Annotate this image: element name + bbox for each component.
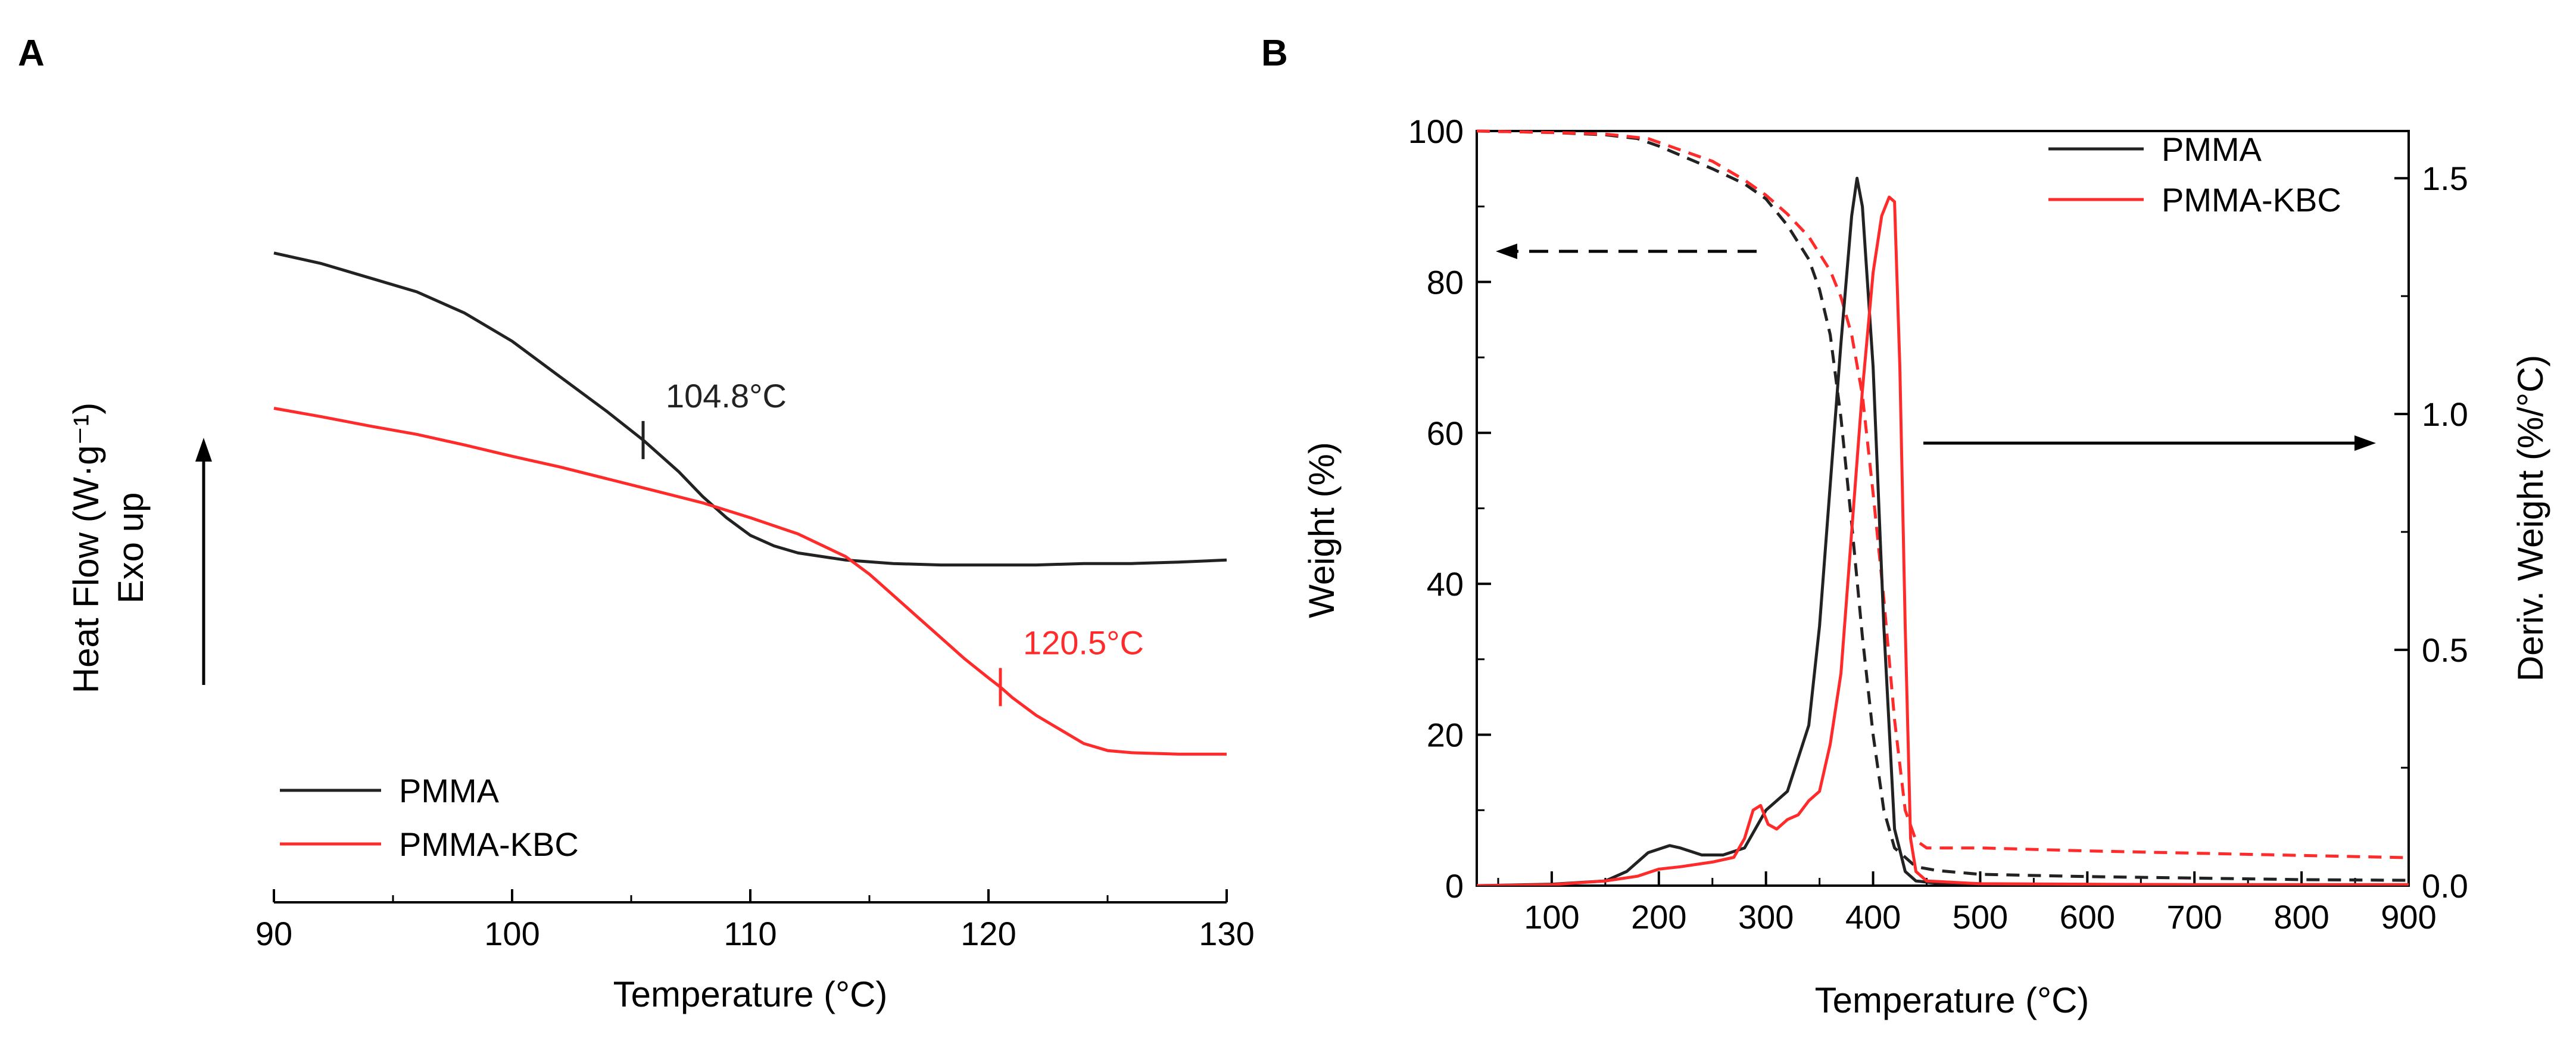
tga-y2-tick-label: 1.5 <box>2422 160 2468 197</box>
tga-series-pmma-weight <box>1477 129 2409 882</box>
tga-x-tick-label: 600 <box>2060 898 2115 936</box>
legend-label-pmma-tga: PMMA <box>2162 130 2262 168</box>
tga-series-pmma-kbc-weight <box>1477 129 2409 859</box>
tga-x-tick-label: 900 <box>2381 898 2436 936</box>
tga-plot-frame <box>1476 130 2410 887</box>
dsc-y-axis-subtitle: Exo up <box>111 493 151 604</box>
tga-ticks: 100 200 300 400 500 600 700 800 900 0 20 40 60 80 100 0… <box>1408 113 2468 936</box>
tga-series-pmma-deriv <box>1477 176 2409 886</box>
tg-label-0: 104.8°C <box>666 377 787 415</box>
tga-x-tick-label: 700 <box>2167 898 2222 936</box>
dsc-legend: PMMA PMMA-KBC <box>280 772 579 863</box>
tga-y-tick-label: 20 <box>1427 716 1464 754</box>
dsc-chart: 90 100 110 120 130 104.8°C 120.5°C Temperatur… <box>66 251 1255 1014</box>
panel-a-label: A <box>18 33 45 74</box>
exo-up-arrow-head <box>195 438 212 462</box>
tga-x-axis-title: Temperature (°C) <box>1815 980 2090 1020</box>
tga-x-tick-label: 800 <box>2274 898 2329 936</box>
legend-label-pmma: PMMA <box>399 772 500 809</box>
tga-y2-tick-label: 0.5 <box>2422 631 2468 669</box>
tga-x-tick-label: 100 <box>1524 898 1579 936</box>
tga-axes <box>1476 130 2410 887</box>
tg-label-1: 120.5°C <box>1023 624 1144 662</box>
dsc-annotations: 104.8°C 120.5°C <box>641 377 1144 706</box>
tga-chart: 100 200 300 400 500 600 700 800 900 0 20 40 60 80 100 0… <box>1302 113 2550 1020</box>
dsc-x-tick-label: 110 <box>723 915 776 952</box>
dsc-x-ticks: 90 100 110 120 130 <box>255 889 1255 952</box>
legend-label-pmma-kbc-tga: PMMA-KBC <box>2162 181 2341 219</box>
dsc-series-pmma-kbc <box>273 407 1227 756</box>
dsc-x-axis-title: Temperature (°C) <box>613 974 888 1014</box>
tga-y-tick-label: 80 <box>1427 263 1464 301</box>
tga-legend: PMMA PMMA-KBC <box>2048 130 2341 219</box>
dsc-x-tick-label: 120 <box>960 915 1016 952</box>
dsc-y-axis-title: Heat Flow (W·g⁻¹) <box>66 403 106 693</box>
tga-y-tick-label: 40 <box>1427 565 1464 603</box>
panel-b-label: B <box>1261 33 1288 74</box>
weight-axis-arrow-head <box>1496 244 1517 259</box>
tga-series <box>1477 129 2409 886</box>
dsc-x-tick-label: 90 <box>255 915 292 952</box>
tga-x-tick-label: 500 <box>1953 898 2008 936</box>
deriv-axis-arrow-head <box>2354 435 2376 451</box>
tga-y2-tick-label: 1.0 <box>2422 395 2468 433</box>
tga-y-tick-label: 100 <box>1408 113 1464 150</box>
dsc-series-pmma <box>273 251 1227 567</box>
tga-x-tick-label: 400 <box>1845 898 1901 936</box>
tga-series-pmma-kbc-deriv <box>1477 195 2409 886</box>
tga-x-tick-label: 300 <box>1738 898 1794 936</box>
tga-y-tick-label: 0 <box>1445 867 1464 905</box>
legend-label-pmma-kbc: PMMA-KBC <box>399 825 579 863</box>
tga-x-tick-label: 200 <box>1631 898 1686 936</box>
dsc-x-tick-label: 100 <box>484 915 539 952</box>
tga-y2-axis-title: Deriv. Weight (%/°C) <box>2510 355 2550 682</box>
dsc-series <box>273 251 1227 756</box>
tga-y-tick-label: 60 <box>1427 415 1464 452</box>
dsc-x-tick-label: 130 <box>1199 915 1254 952</box>
tga-y-axis-title: Weight (%) <box>1302 442 1342 618</box>
tga-y2-tick-label: 0.0 <box>2422 867 2468 905</box>
